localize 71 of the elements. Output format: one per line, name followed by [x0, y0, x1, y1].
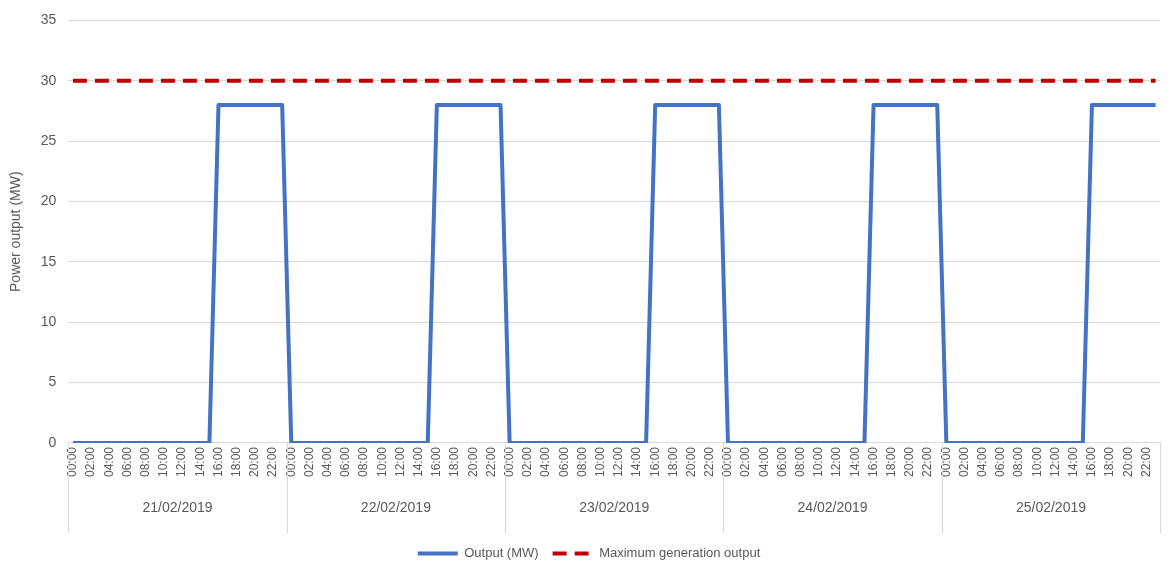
x-tick-label: 12:00: [611, 446, 626, 477]
x-tick-label: 08:00: [356, 446, 371, 477]
x-tick-label: 08:00: [138, 446, 153, 477]
x-tick-label: 04:00: [975, 446, 990, 477]
x-tick-label: 22:00: [702, 446, 717, 477]
text: 21/02/2019: [142, 498, 213, 515]
text: 24/02/2019: [797, 498, 868, 515]
x-tick-label: 20:00: [683, 446, 698, 477]
x-tick-label: 06:00: [556, 446, 571, 477]
x-tick-label: 10:00: [374, 446, 389, 477]
x-tick-label: 20:00: [902, 446, 917, 477]
x-tick-label: 04:00: [319, 446, 334, 477]
x-tick-label: 18:00: [884, 446, 899, 477]
x-tick-label: 22:00: [920, 446, 935, 477]
y-tick-label: 35: [40, 11, 57, 28]
text: 22/02/2019: [360, 498, 432, 515]
x-tick-label: 10:00: [1029, 446, 1044, 477]
x-tick-label: 12:00: [829, 446, 844, 477]
x-tick-label: 22:00: [1138, 446, 1153, 477]
x-tick-label: 18:00: [229, 446, 243, 477]
x-tick-label: 18:00: [1102, 446, 1117, 477]
x-tick-label: 06:00: [119, 446, 134, 477]
x-tick-label: 10:00: [811, 446, 826, 477]
x-tick-label: 14:00: [1066, 446, 1081, 477]
x-tick-label: 02:00: [301, 446, 316, 477]
x-tick-label: 10:00: [592, 446, 607, 477]
y-tick-label: 20: [40, 192, 57, 209]
x-tick-label: 02:00: [956, 446, 971, 477]
y-tick-label: 15: [40, 252, 57, 269]
x-tick-label: 18:00: [665, 446, 680, 477]
legend-label: Output (MW): [464, 545, 539, 561]
x-tick-label: 16:00: [210, 446, 225, 477]
x-tick-label: 14:00: [192, 446, 207, 477]
x-tick-label: 18:00: [447, 446, 462, 477]
x-tick-label: 12:00: [174, 446, 189, 477]
y-axis-title: Power output (MW): [7, 171, 24, 292]
x-tick-label: 04:00: [538, 446, 553, 477]
x-tick-label: 12:00: [1047, 446, 1062, 477]
x-tick-label: 16:00: [1084, 446, 1099, 477]
legend-label: Maximum generation output: [599, 545, 761, 561]
x-tick-label: 04:00: [101, 446, 116, 477]
y-tick-label: 10: [40, 313, 57, 330]
y-tick-label: 5: [48, 373, 57, 390]
x-tick-label: 16:00: [865, 446, 880, 477]
x-tick-label: 16:00: [429, 446, 444, 477]
y-tick-label: 30: [40, 71, 57, 88]
x-tick-label: 08:00: [574, 446, 589, 477]
x-tick-label: 20:00: [465, 446, 480, 477]
x-tick-label: 20:00: [1120, 446, 1135, 477]
x-tick-label: 14:00: [410, 446, 425, 477]
x-tick-label: 14:00: [847, 446, 862, 477]
x-tick-label: 12:00: [392, 446, 407, 477]
x-tick-label: 22:00: [483, 446, 498, 477]
x-tick-label: 02:00: [520, 446, 535, 477]
x-tick-label: 20:00: [247, 446, 262, 477]
y-tick-label: 25: [40, 131, 57, 148]
x-tick-label: 14:00: [629, 446, 644, 477]
x-tick-label: 22:00: [265, 446, 280, 477]
x-tick-label: 02:00: [83, 446, 98, 477]
x-tick-label: 02:00: [738, 446, 753, 477]
x-tick-label: 04:00: [756, 446, 771, 477]
x-tick-label: 08:00: [793, 446, 808, 477]
x-tick-label: 06:00: [774, 446, 789, 477]
text: 25/02/2019: [1015, 498, 1087, 515]
x-tick-label: 10:00: [156, 446, 171, 477]
x-tick-label: 16:00: [647, 446, 662, 477]
y-tick-label: 0: [48, 433, 57, 450]
x-tick-label: 06:00: [993, 446, 1008, 477]
text: 23/02/2019: [579, 498, 650, 515]
x-tick-label: 06:00: [338, 446, 353, 477]
x-tick-label: 08:00: [1011, 446, 1026, 477]
